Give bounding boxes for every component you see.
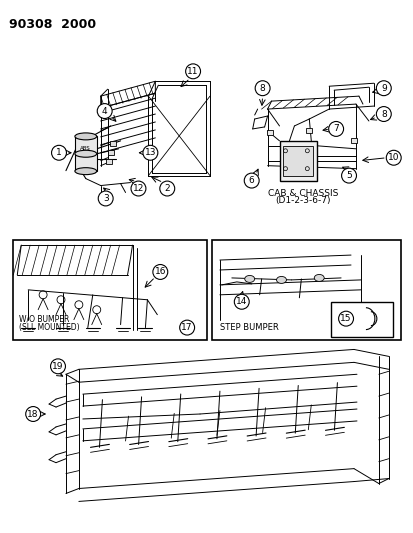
Bar bbox=[107, 150, 113, 155]
Circle shape bbox=[98, 191, 113, 206]
Bar bbox=[105, 159, 112, 164]
Circle shape bbox=[52, 146, 66, 160]
Text: 19: 19 bbox=[52, 362, 64, 371]
Text: 8: 8 bbox=[259, 84, 265, 93]
Circle shape bbox=[254, 81, 269, 95]
Bar bbox=[306, 128, 311, 133]
Circle shape bbox=[142, 146, 157, 160]
Text: 12: 12 bbox=[133, 184, 144, 193]
Text: 7: 7 bbox=[332, 124, 338, 133]
Ellipse shape bbox=[313, 274, 323, 281]
Circle shape bbox=[50, 359, 65, 374]
Circle shape bbox=[375, 81, 390, 95]
Circle shape bbox=[338, 311, 353, 326]
Text: 15: 15 bbox=[339, 314, 351, 323]
Text: 11: 11 bbox=[187, 67, 198, 76]
Text: 4: 4 bbox=[102, 107, 107, 116]
Ellipse shape bbox=[75, 150, 97, 157]
Text: 1: 1 bbox=[56, 148, 62, 157]
Text: 17: 17 bbox=[181, 323, 192, 332]
Text: STEP BUMPER: STEP BUMPER bbox=[219, 322, 278, 332]
Text: (SLL MOUNTED): (SLL MOUNTED) bbox=[19, 322, 80, 332]
Circle shape bbox=[234, 294, 249, 309]
Text: 13: 13 bbox=[144, 148, 156, 157]
Text: 5: 5 bbox=[345, 171, 351, 180]
Circle shape bbox=[179, 320, 194, 335]
Bar bbox=[279, 141, 316, 181]
Bar bbox=[75, 136, 97, 171]
Bar bbox=[13, 240, 206, 340]
Text: 3: 3 bbox=[102, 194, 108, 203]
Bar bbox=[330, 302, 392, 336]
Circle shape bbox=[375, 107, 390, 122]
Ellipse shape bbox=[244, 276, 254, 282]
Text: 2: 2 bbox=[164, 184, 170, 193]
Bar bbox=[211, 240, 400, 340]
Text: 14: 14 bbox=[235, 297, 247, 306]
Text: (D1-2-3-6-7): (D1-2-3-6-7) bbox=[275, 197, 330, 206]
Text: 90308  2000: 90308 2000 bbox=[9, 18, 96, 31]
Text: 10: 10 bbox=[387, 153, 399, 162]
Text: 16: 16 bbox=[154, 268, 166, 277]
Text: W/O BUMPER: W/O BUMPER bbox=[19, 314, 69, 324]
Circle shape bbox=[152, 264, 167, 279]
Circle shape bbox=[385, 150, 400, 165]
Circle shape bbox=[328, 122, 343, 136]
Circle shape bbox=[244, 173, 259, 188]
Bar bbox=[350, 138, 356, 143]
Circle shape bbox=[97, 103, 112, 118]
Text: ABS: ABS bbox=[80, 146, 91, 151]
Text: 18: 18 bbox=[27, 409, 39, 418]
Ellipse shape bbox=[75, 168, 97, 175]
Text: CAB & CHASSIS: CAB & CHASSIS bbox=[268, 189, 338, 198]
Bar bbox=[283, 146, 313, 175]
Circle shape bbox=[159, 181, 174, 196]
Circle shape bbox=[185, 64, 200, 79]
Text: 6: 6 bbox=[248, 176, 254, 185]
Circle shape bbox=[341, 168, 356, 183]
Text: 8: 8 bbox=[380, 109, 386, 118]
Text: 9: 9 bbox=[380, 84, 386, 93]
Bar bbox=[266, 130, 272, 135]
Bar bbox=[109, 141, 115, 147]
Ellipse shape bbox=[75, 133, 97, 140]
Circle shape bbox=[131, 181, 145, 196]
Circle shape bbox=[26, 407, 40, 422]
Ellipse shape bbox=[276, 277, 286, 284]
